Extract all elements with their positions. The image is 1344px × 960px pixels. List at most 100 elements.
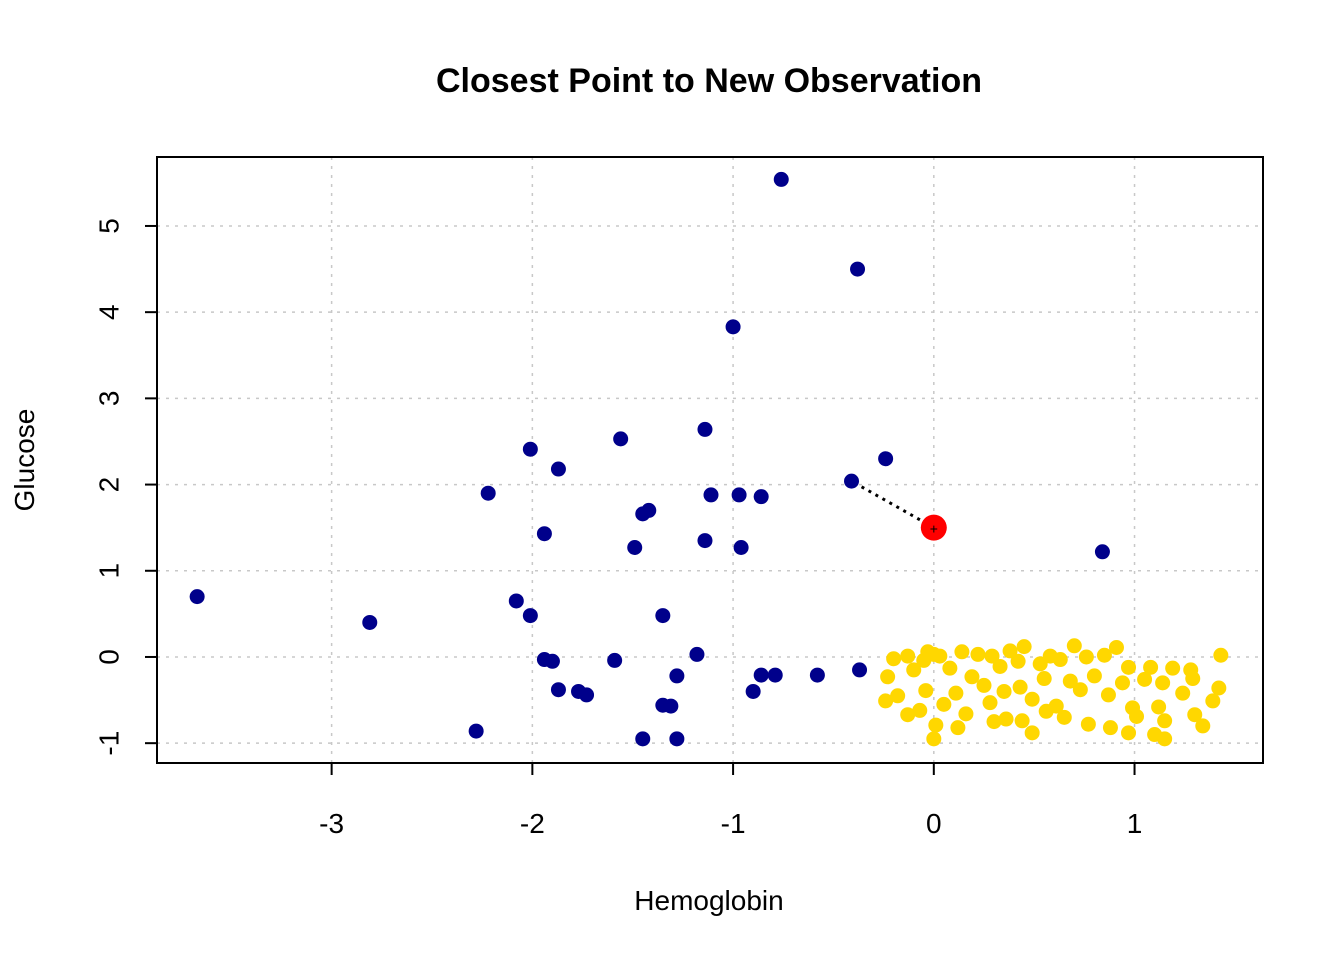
data-points — [189, 171, 1229, 747]
point-class-b — [900, 707, 916, 723]
point-class-a — [544, 653, 560, 669]
y-tick-label: 4 — [94, 304, 125, 320]
point-class-a — [1094, 544, 1110, 560]
point-class-b — [1056, 709, 1072, 725]
point-class-b — [928, 717, 944, 733]
point-class-a — [550, 682, 566, 698]
point-class-b — [954, 644, 970, 660]
new-observation-marker-icon: + — [930, 521, 938, 537]
point-class-b — [984, 648, 1000, 664]
chart-title: Closest Point to New Observation — [436, 62, 982, 100]
point-class-a — [362, 614, 378, 630]
point-class-b — [1052, 652, 1068, 668]
y-tick-label: -1 — [94, 731, 125, 756]
point-class-b — [942, 660, 958, 676]
new-observation-point — [920, 514, 947, 541]
point-class-b — [1129, 708, 1145, 724]
point-class-a — [733, 539, 749, 555]
point-class-b — [958, 706, 974, 722]
point-class-b — [1137, 671, 1153, 687]
point-class-a — [844, 473, 860, 489]
point-class-a — [773, 171, 789, 187]
x-tick-label: -3 — [319, 808, 344, 839]
point-class-b — [1086, 668, 1102, 684]
point-class-a — [745, 683, 761, 699]
point-class-a — [753, 667, 769, 683]
point-class-b — [936, 696, 952, 712]
point-class-b — [1032, 656, 1048, 672]
point-class-b — [1187, 707, 1203, 723]
point-class-b — [1010, 653, 1026, 669]
point-class-a — [613, 431, 629, 447]
y-axis-label: Glucose — [9, 409, 40, 512]
point-class-a — [669, 731, 685, 747]
point-class-b — [1157, 731, 1173, 747]
point-class-a — [697, 421, 713, 437]
point-class-a — [669, 668, 685, 684]
y-tick-label: 2 — [94, 477, 125, 493]
point-class-b — [1096, 647, 1112, 663]
point-class-a — [468, 723, 484, 739]
point-class-b — [992, 658, 1008, 674]
point-class-b — [1143, 659, 1159, 675]
point-class-a — [703, 487, 719, 503]
point-class-b — [1036, 671, 1052, 687]
point-class-a — [522, 608, 538, 624]
point-class-a — [655, 608, 671, 624]
point-class-b — [1157, 713, 1173, 729]
point-class-a — [697, 533, 713, 549]
point-class-a — [635, 731, 651, 747]
y-tick-label: 1 — [94, 563, 125, 579]
point-class-a — [809, 667, 825, 683]
point-class-b — [1080, 716, 1096, 732]
y-tick-label: 0 — [94, 649, 125, 665]
point-class-b — [982, 695, 998, 711]
point-class-a — [189, 589, 205, 605]
point-class-a — [508, 593, 524, 609]
point-class-b — [1205, 693, 1221, 709]
point-class-b — [950, 720, 966, 736]
point-class-a — [607, 652, 623, 668]
point-class-b — [1100, 687, 1116, 703]
point-class-a — [689, 646, 705, 662]
point-class-b — [1012, 679, 1028, 695]
x-tick-label: -1 — [721, 808, 746, 839]
x-tick-label: 0 — [926, 808, 942, 839]
point-class-b — [926, 646, 942, 662]
point-class-a — [767, 667, 783, 683]
point-class-b — [926, 731, 942, 747]
point-class-a — [725, 319, 741, 335]
point-class-b — [1072, 682, 1088, 698]
point-class-b — [1062, 673, 1078, 689]
y-tick-label: 5 — [94, 218, 125, 234]
point-class-b — [880, 669, 896, 685]
point-class-b — [886, 651, 902, 667]
point-class-b — [890, 688, 906, 704]
point-class-b — [918, 683, 934, 699]
point-class-b — [1121, 725, 1137, 741]
x-tick-label: 1 — [1127, 808, 1143, 839]
point-class-a — [663, 698, 679, 714]
plot-frame — [156, 156, 1264, 764]
new-observation-layer: + — [920, 514, 947, 541]
point-class-a — [579, 687, 595, 703]
point-class-b — [1151, 699, 1167, 715]
point-class-b — [1211, 680, 1227, 696]
point-class-b — [1175, 685, 1191, 701]
point-class-b — [970, 646, 986, 662]
point-class-b — [1024, 725, 1040, 741]
point-class-b — [986, 714, 1002, 730]
x-axis: -3 -2 -1 0 1 — [319, 763, 1142, 839]
point-class-b — [1165, 660, 1181, 676]
point-class-a — [878, 451, 894, 467]
point-class-b — [1016, 639, 1032, 655]
point-class-b — [1121, 659, 1137, 675]
point-class-b — [1155, 675, 1171, 691]
point-class-b — [878, 693, 894, 709]
point-class-a — [852, 662, 868, 678]
point-class-a — [731, 487, 747, 503]
point-class-b — [1024, 691, 1040, 707]
point-class-a — [480, 485, 496, 501]
point-class-a — [627, 539, 643, 555]
point-class-a — [753, 489, 769, 505]
